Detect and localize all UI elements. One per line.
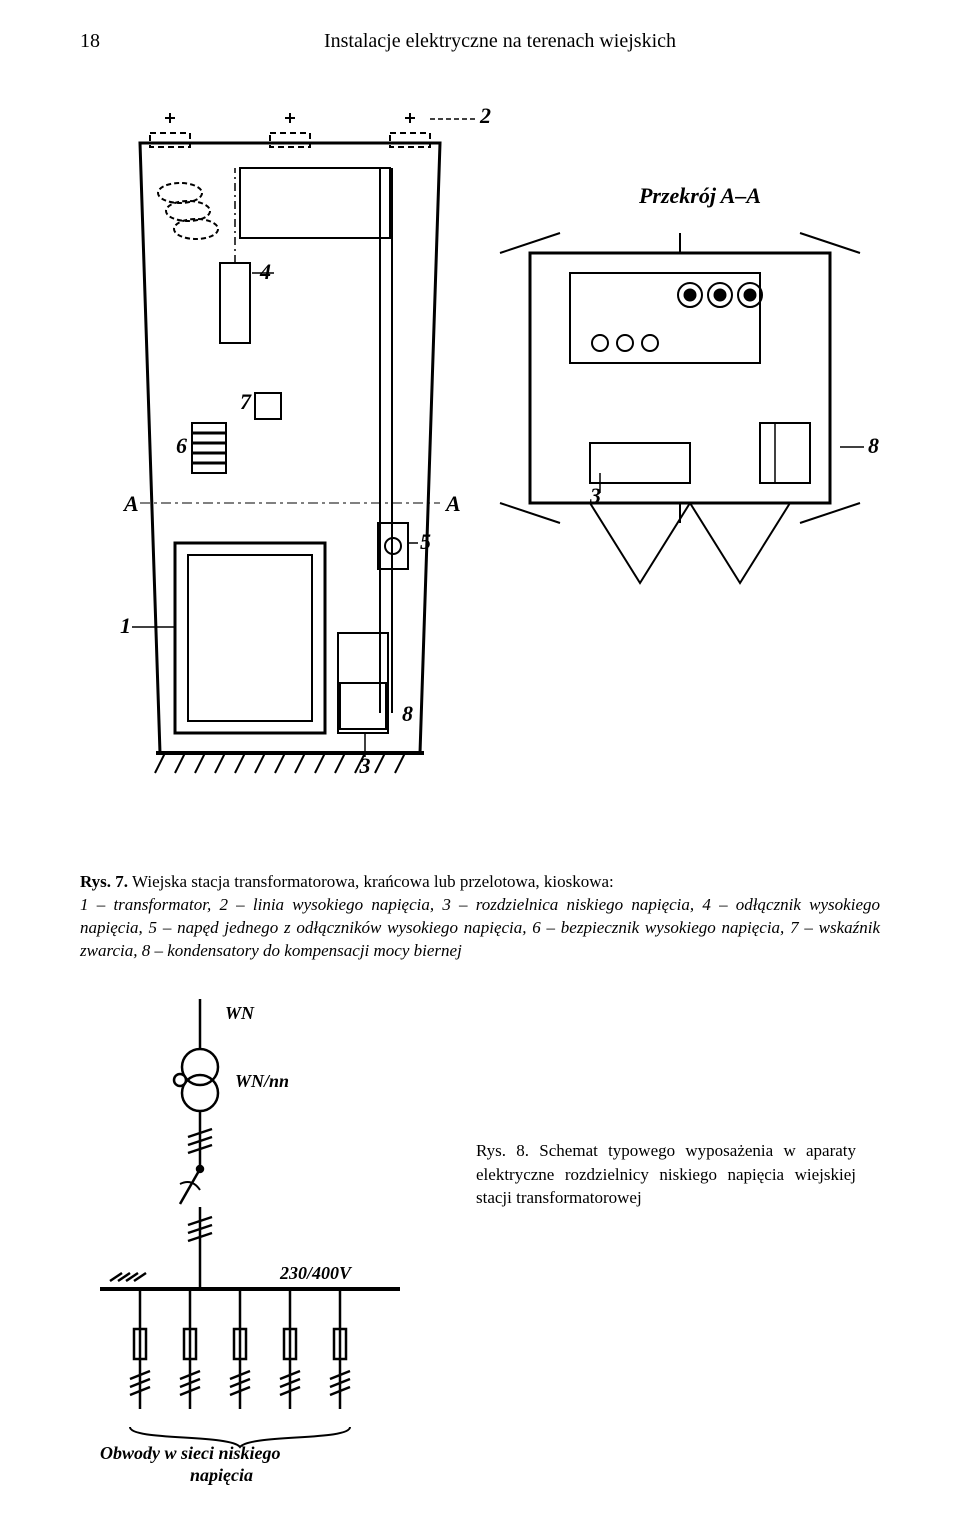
figure-7-label: Rys. 7. <box>80 872 128 891</box>
wn-label: WN <box>225 1003 255 1023</box>
svg-text:1: 1 <box>120 613 131 638</box>
svg-text:8: 8 <box>402 701 413 726</box>
svg-text:8: 8 <box>868 433 879 458</box>
figure-8-schematic: WN WN/nn 230/400V Obwody w sieci niskieg… <box>80 989 440 1509</box>
svg-text:7: 7 <box>240 389 252 414</box>
page-header: 18 Instalacje elektryczne na terenach wi… <box>80 30 880 53</box>
figure-7-caption: Rys. 7. Wiejska stacja transformatorowa,… <box>80 871 880 963</box>
figure-7-legend: 1 – transformator, 2 – linia wysokiego n… <box>80 895 880 960</box>
figure-8-label: Rys. 8. <box>476 1141 529 1160</box>
page-number: 18 <box>80 30 120 53</box>
svg-text:6: 6 <box>176 433 187 458</box>
svg-text:4: 4 <box>259 259 271 284</box>
wn-nn-label: WN/nn <box>235 1071 289 1091</box>
section-label: Przekrój A–A <box>638 183 761 208</box>
figure-7-title: Wiejska stacja transformatorowa, krańcow… <box>132 872 614 891</box>
chapter-title: Instalacje elektryczne na terenach wiejs… <box>120 30 880 53</box>
svg-text:A: A <box>444 491 461 516</box>
bus-label-line1: Obwody w sieci niskiego <box>100 1443 281 1463</box>
figure-8-text: Schemat typowego wyposażenia w aparaty e… <box>476 1141 856 1208</box>
svg-text:3: 3 <box>589 483 601 508</box>
figure-7-drawing: 1 2 3 4 5 6 7 8 A A Przekrój A–A <box>80 73 880 853</box>
bus-label-line2: napięcia <box>190 1465 253 1485</box>
svg-text:5: 5 <box>420 529 431 554</box>
svg-text:A: A <box>122 491 139 516</box>
figure-8-caption: Rys. 8. Schemat typowego wyposażenia w a… <box>476 1139 856 1210</box>
svg-text:2: 2 <box>479 103 491 128</box>
voltage-label: 230/400V <box>279 1263 353 1283</box>
